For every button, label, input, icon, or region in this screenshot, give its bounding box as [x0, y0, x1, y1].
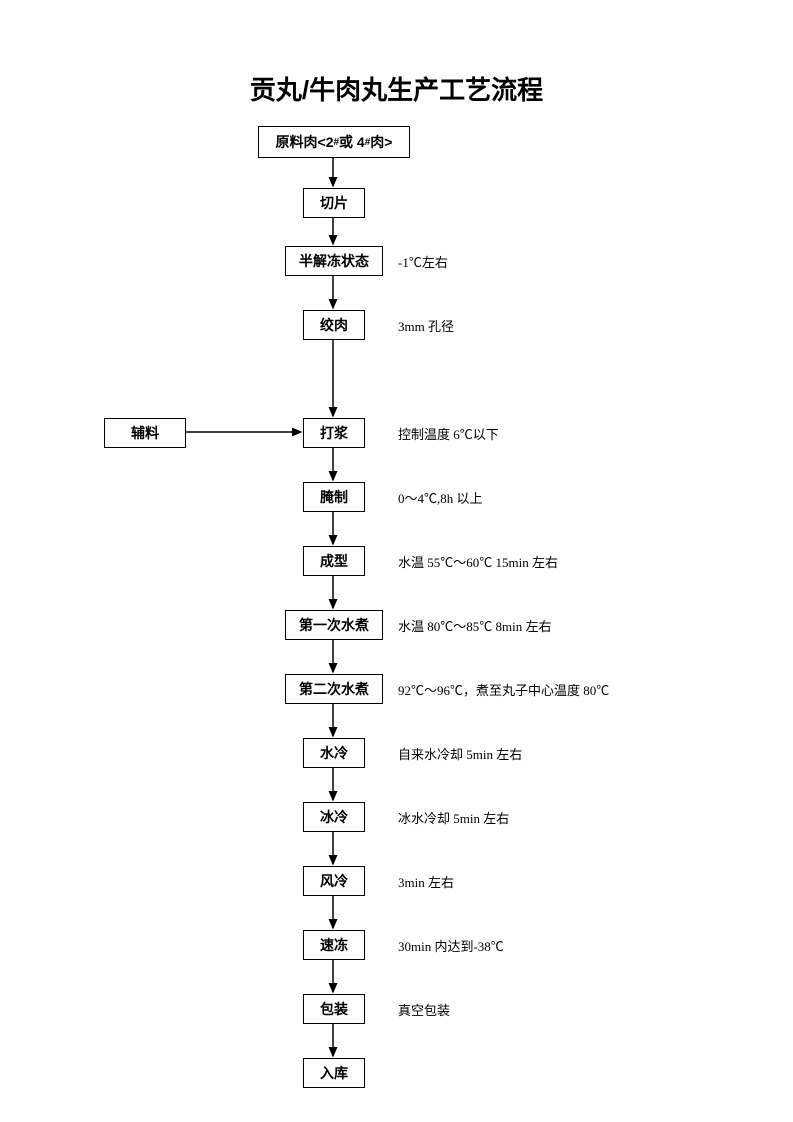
flow-node: 速冻: [303, 930, 365, 960]
flow-node: 打浆: [303, 418, 365, 448]
flow-note: 0～4℃,8h 以上: [398, 488, 483, 507]
flow-node: 冰冷: [303, 802, 365, 832]
flow-note: 30min 内达到-38℃: [398, 936, 504, 955]
flow-node: 风冷: [303, 866, 365, 896]
flow-note: -1℃左右: [398, 252, 448, 271]
flow-node: 第一次水煮: [285, 610, 383, 640]
flow-note: 92℃～96℃，煮至丸子中心温度 80℃: [398, 680, 609, 699]
flow-node: 切片: [303, 188, 365, 218]
flow-note: 水温 80℃～85℃ 8min 左右: [398, 616, 551, 635]
flow-node-aux: 辅料: [104, 418, 186, 448]
flow-note: 3min 左右: [398, 872, 454, 891]
flow-node: 包装: [303, 994, 365, 1024]
page-title: 贡丸/牛肉丸生产工艺流程: [0, 70, 793, 107]
flow-node: 成型: [303, 546, 365, 576]
flow-node: 入库: [303, 1058, 365, 1088]
flow-note: 控制温度 6℃以下: [398, 424, 499, 443]
flow-node: 腌制: [303, 482, 365, 512]
flow-node: 绞肉: [303, 310, 365, 340]
flow-node: 原料肉<2#或 4#肉>: [258, 126, 410, 158]
flow-note: 自来水冷却 5min 左右: [398, 744, 522, 763]
flow-note: 真空包装: [398, 1000, 450, 1019]
flow-note: 水温 55℃～60℃ 15min 左右: [398, 552, 558, 571]
flow-node: 半解冻状态: [285, 246, 383, 276]
flow-node: 第二次水煮: [285, 674, 383, 704]
flow-node: 水冷: [303, 738, 365, 768]
flow-note: 冰水冷却 5min 左右: [398, 808, 509, 827]
flowchart-page: 贡丸/牛肉丸生产工艺流程 原料肉<2#或 4#肉> 切片半解冻状态 -1℃左右绞肉 3…: [0, 0, 793, 1122]
flow-note: 3mm 孔径: [398, 316, 454, 335]
arrows-layer: [0, 0, 793, 1122]
